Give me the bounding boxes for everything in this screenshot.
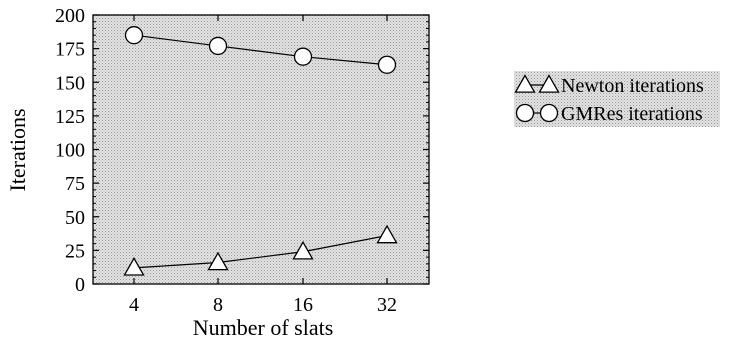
gmres-series-line [133, 34, 388, 66]
y-tick-label: 0 [75, 274, 85, 296]
gmres-point [293, 47, 313, 66]
y-tick-label: 200 [55, 5, 85, 27]
y-tick-label: 125 [55, 106, 85, 128]
legend-marker [515, 103, 535, 123]
legend-item-newton: Newton iterations [514, 74, 704, 97]
y-axis-ticks: 0 25 50 75 100 125 150 175 200 [55, 5, 429, 296]
series-layer [123, 26, 398, 276]
x-tick-label: 16 [293, 294, 313, 316]
legend-marker [514, 74, 536, 93]
gmres-series [124, 26, 397, 74]
x-axis-ticks: 4 8 16 32 [129, 15, 397, 316]
legend-label: Newton iterations [561, 75, 704, 97]
y-tick-label: 100 [55, 140, 85, 162]
y-tick-label: 25 [65, 240, 85, 262]
y-axis-label: Iterations [5, 108, 30, 191]
y-tick-label: 150 [55, 72, 85, 94]
x-tick-label: 4 [129, 294, 139, 316]
plot-area [92, 14, 430, 285]
newton-point [292, 240, 314, 260]
x-tick-label: 32 [377, 294, 397, 316]
gmres-point [124, 26, 144, 45]
x-tick-label: 8 [213, 294, 223, 316]
legend-marker [538, 74, 560, 93]
legend: Newton iterations GMRes iterations [514, 71, 720, 127]
newton-series [123, 224, 398, 276]
y-tick-label: 175 [55, 39, 85, 61]
y-tick-label: 75 [65, 173, 85, 195]
legend-item-gmres: GMRes iterations [515, 103, 703, 125]
gmres-point [208, 36, 228, 56]
y-tick-label: 50 [65, 207, 85, 229]
newton-point [376, 224, 398, 244]
legend-label: GMRes iterations [561, 103, 703, 125]
newton-series-line [133, 234, 388, 269]
newton-point [123, 257, 145, 276]
newton-point [207, 251, 229, 271]
gmres-point [377, 55, 397, 74]
x-axis-label: Number of slats [193, 315, 334, 340]
legend-marker [539, 103, 559, 123]
